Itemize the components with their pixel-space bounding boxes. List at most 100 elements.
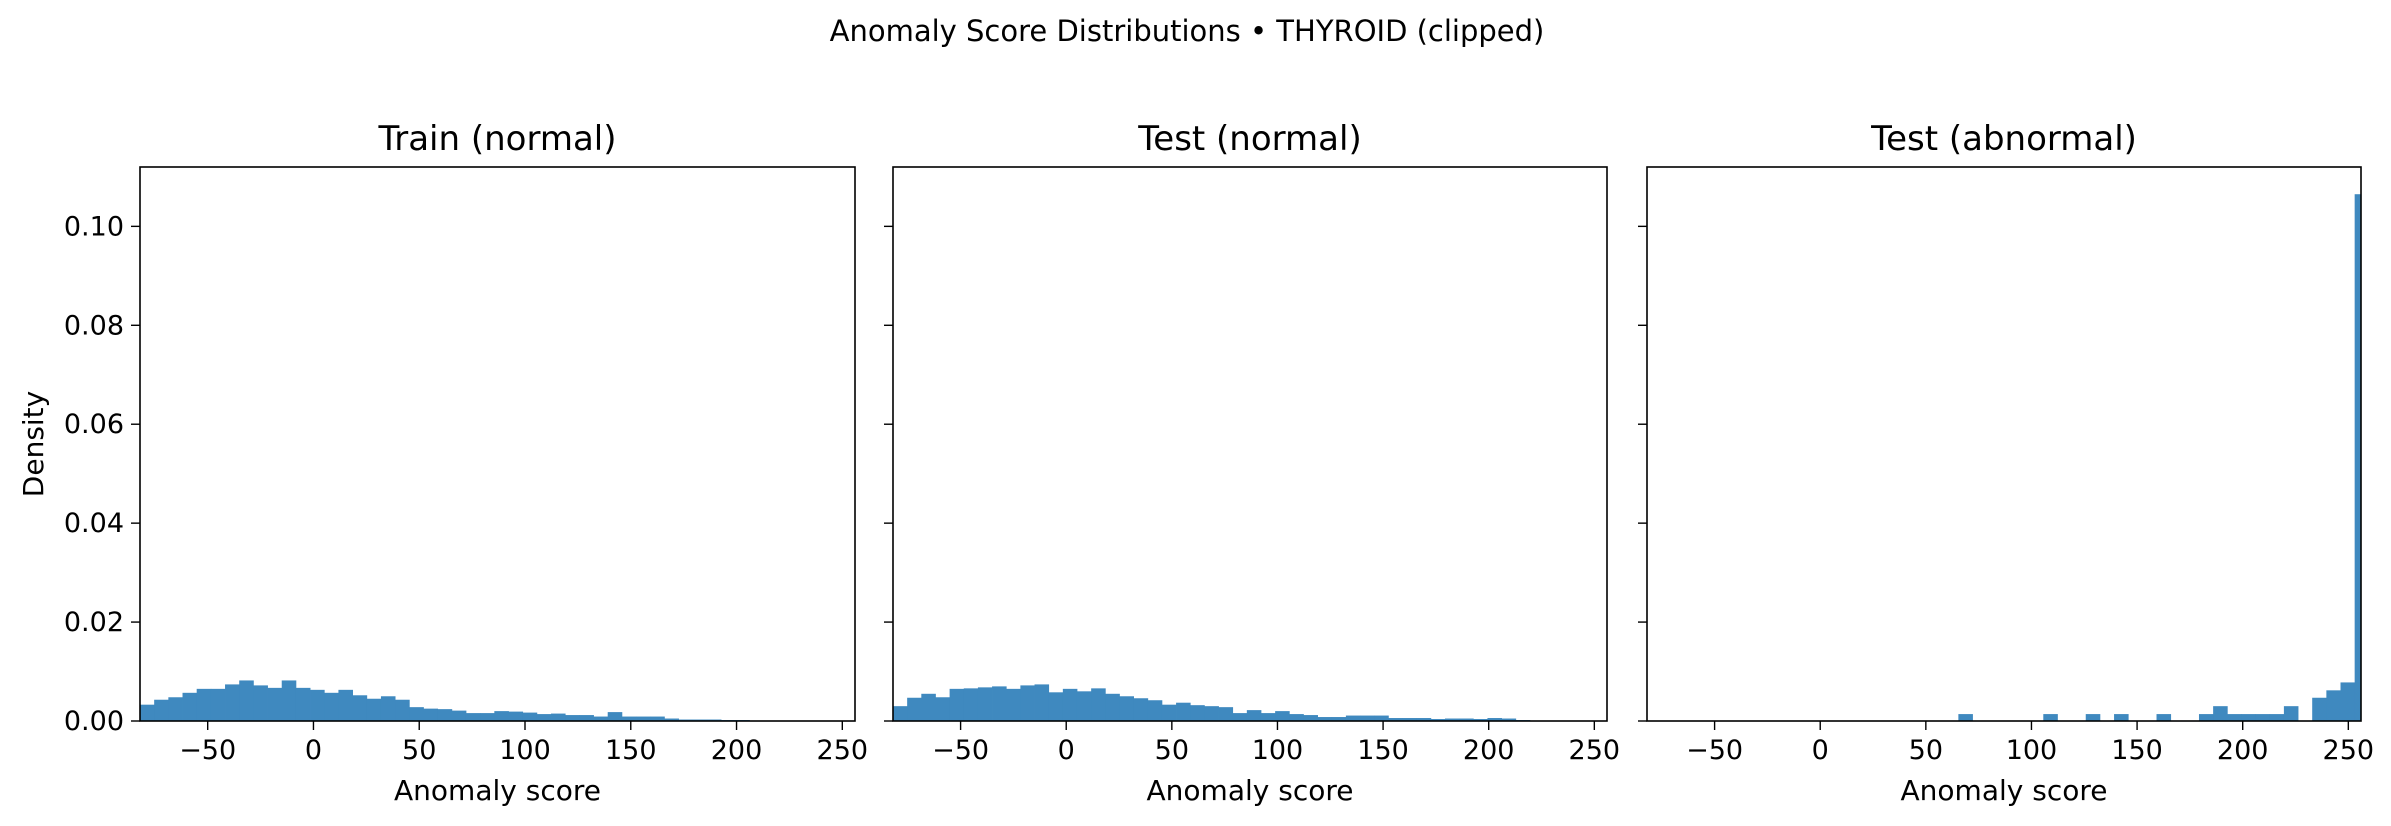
histogram-bar	[664, 718, 679, 721]
x-tick-label: 100	[1252, 735, 1304, 766]
histogram-bar	[893, 706, 908, 721]
histogram-bar	[1331, 717, 1347, 721]
y-tick-label: 0.10	[64, 211, 124, 242]
histogram-bar	[1345, 715, 1361, 721]
histogram-bar	[551, 713, 566, 721]
x-axis-label: Anomaly score	[394, 774, 601, 807]
x-tick-label: 0	[1812, 735, 1829, 766]
histogram-bar	[1388, 718, 1403, 721]
histogram-bar	[210, 688, 226, 721]
histogram-bar	[1473, 719, 1488, 721]
x-tick-label: −50	[1686, 735, 1743, 766]
histogram-bar	[1402, 718, 1418, 721]
histogram-bar	[352, 695, 368, 721]
x-tick-label: 250	[817, 735, 869, 766]
histogram-bar	[395, 699, 410, 721]
histogram-bar	[154, 699, 169, 721]
x-tick-label: 100	[2006, 735, 2058, 766]
histogram-bar	[621, 716, 637, 721]
histogram-bar	[2312, 697, 2327, 721]
histogram-bar	[1006, 688, 1021, 721]
histogram-bar	[1459, 718, 1474, 721]
histogram-bar	[1091, 688, 1106, 721]
histogram-bar	[196, 688, 212, 721]
histogram-bar	[423, 708, 439, 721]
x-tick-label: 200	[1463, 735, 1515, 766]
histogram-bar	[522, 712, 538, 721]
figure-title: Anomaly Score Distributions • THYROID (c…	[830, 14, 1545, 48]
y-axis-label: Density	[17, 391, 50, 497]
histogram-bar	[451, 710, 467, 721]
histogram-bar	[2156, 714, 2172, 721]
x-tick-label: 150	[1357, 735, 1409, 766]
histogram-bar	[140, 704, 155, 721]
histogram-bar	[1416, 718, 1432, 721]
histogram-bar	[338, 689, 353, 721]
histogram-bar	[1275, 711, 1290, 721]
chart-panel-2: Test (normal) −50 0 50 100 150 200 250 Anomaly s…	[884, 119, 1620, 807]
histogram-bar	[935, 697, 951, 721]
histogram-bar	[437, 709, 453, 721]
histogram-bar	[949, 688, 965, 721]
x-tick-label: 150	[2111, 735, 2163, 766]
histogram-bar	[1190, 705, 1205, 721]
histogram-bar	[267, 687, 283, 721]
histogram-bar	[1204, 706, 1219, 721]
histogram-bar	[1303, 715, 1318, 721]
panel-title: Train (normal)	[377, 119, 616, 159]
histogram-bar	[2283, 706, 2299, 721]
histogram-bar	[636, 716, 651, 721]
histogram-bar	[239, 680, 254, 721]
histogram-bar	[1161, 704, 1177, 721]
histogram-bar	[1289, 714, 1304, 721]
histogram-bar	[977, 687, 993, 721]
x-tick-label: 150	[605, 735, 657, 766]
chart-panel-3: Test (abnormal) −50 0 50 100 150 200 250 Anomaly…	[1638, 119, 2374, 807]
histogram-bar	[465, 713, 481, 721]
histogram-bar	[992, 686, 1007, 721]
histogram-bar	[409, 707, 424, 721]
x-tick-label: 200	[2217, 735, 2269, 766]
histogram-bar	[963, 688, 979, 721]
histogram-bars	[140, 680, 821, 721]
histogram-bar	[1360, 715, 1375, 721]
x-tick-label: 0	[1058, 735, 1075, 766]
x-tick-label: 50	[1155, 735, 1189, 766]
x-tick-label: 0	[305, 735, 322, 766]
histogram-bar	[182, 692, 198, 721]
histogram-bar	[253, 685, 268, 721]
histogram-bar	[508, 711, 524, 721]
histogram-bar	[1119, 696, 1134, 721]
histogram-bar	[1317, 717, 1333, 721]
y-tick-label: 0.02	[64, 607, 124, 638]
histogram-bar	[295, 687, 311, 721]
x-tick-label: 250	[2323, 735, 2375, 766]
histogram-bar	[1487, 718, 1502, 721]
panel-title: Test (normal)	[1137, 119, 1361, 159]
axes-frame	[139, 166, 856, 722]
axes-frame	[892, 166, 1608, 722]
histogram-bar	[2043, 714, 2058, 721]
histogram-bar	[1218, 707, 1234, 721]
x-axis-label: Anomaly score	[1901, 774, 2108, 807]
histogram-bars	[893, 684, 1545, 721]
histogram-bar	[480, 713, 495, 721]
histogram-bar	[494, 711, 509, 721]
histogram-bar	[1444, 718, 1460, 721]
histogram-bar	[1374, 715, 1389, 721]
x-tick-label: 50	[1909, 735, 1943, 766]
histogram-bar	[1034, 684, 1050, 721]
x-tick-label: 250	[1569, 735, 1621, 766]
histogram-bar	[2198, 714, 2214, 721]
histogram-bar	[2241, 714, 2256, 721]
histogram-bar	[1260, 713, 1276, 721]
chart-panel-1: Train (normal) −50 0 50 100 150 200 250 0.00 0.02…	[17, 119, 868, 807]
histogram-bar	[1020, 685, 1035, 721]
histogram-bar	[2227, 714, 2242, 721]
histogram-bar	[1501, 718, 1517, 721]
histogram-bar	[921, 693, 936, 721]
histogram-bar	[225, 684, 240, 721]
histogram-bar	[2326, 690, 2341, 721]
y-tick-label: 0.04	[64, 508, 124, 539]
histogram-bar	[1048, 692, 1064, 721]
